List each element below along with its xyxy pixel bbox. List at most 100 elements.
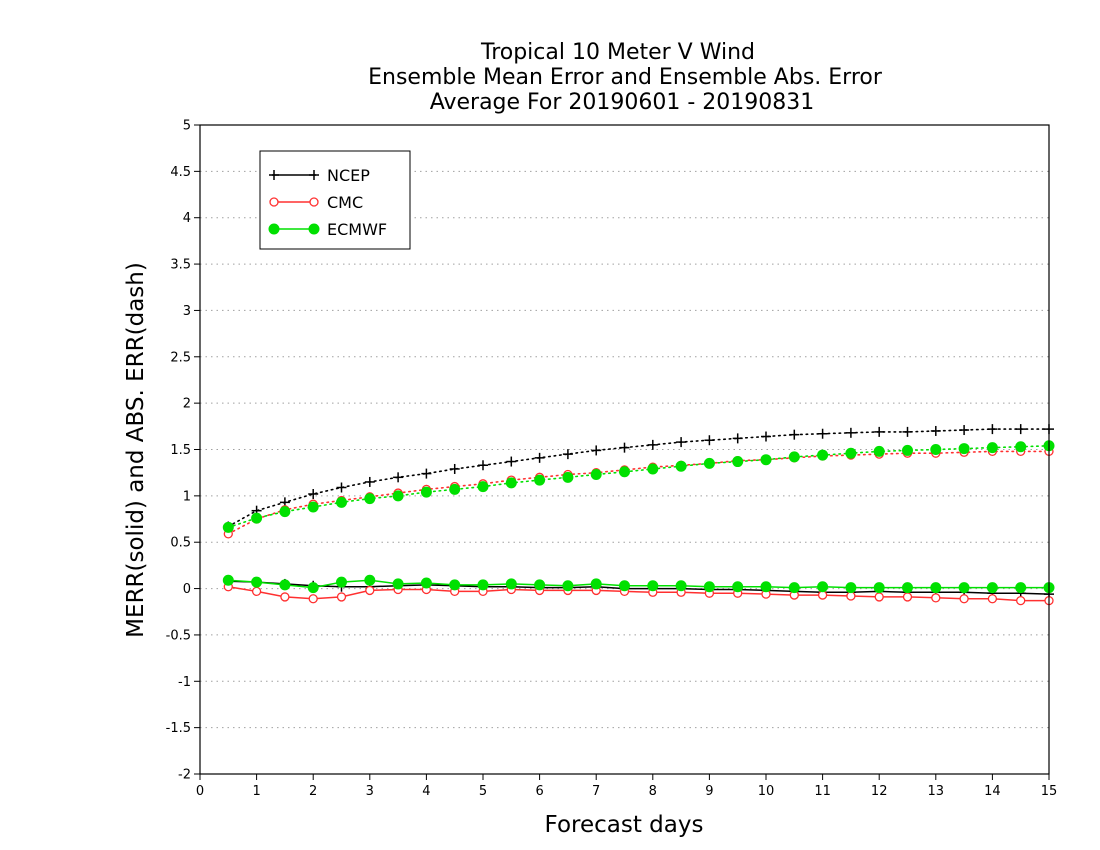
- legend-entry-ncep: NCEP: [269, 166, 370, 185]
- circle-marker: [365, 585, 375, 596]
- chart-title: Tropical 10 Meter V Wind Ensemble Mean E…: [368, 40, 883, 115]
- filled-circle-marker: [703, 457, 715, 469]
- series-ecmwf-abs-err-point: [788, 451, 800, 463]
- series-ecmwf-merr-point: [562, 580, 574, 592]
- y-tick-label: -1.5: [166, 721, 191, 736]
- series-ncep-abs-err-point: [421, 468, 432, 479]
- filled-circle-marker: [732, 581, 744, 593]
- series-cmc-merr-point: [336, 592, 347, 602]
- filled-circle-marker: [336, 576, 347, 588]
- series-ncep-abs-err-point: [449, 463, 460, 474]
- series-ncep-abs-err-point: [789, 429, 800, 440]
- filled-circle-marker: [675, 580, 687, 592]
- filled-circle-marker: [817, 581, 829, 593]
- series-ncep-abs-err-point: [959, 425, 970, 436]
- filled-circle-marker: [251, 512, 263, 524]
- series-ecmwf-merr-point: [307, 582, 319, 594]
- filled-circle-marker: [279, 506, 291, 518]
- series-cmc-merr-point: [251, 586, 262, 597]
- series-ecmwf-merr-point: [505, 578, 517, 590]
- legend-marker-cmc: [269, 197, 279, 207]
- series-ncep-abs-err-line: [227, 428, 1050, 528]
- legend-box: [259, 150, 411, 250]
- series-ecmwf-abs-err-point: [986, 442, 998, 454]
- series-ecmwf-merr-point: [647, 580, 659, 592]
- y-tick-label: -1: [178, 675, 191, 690]
- filled-circle-marker: [449, 483, 461, 495]
- series-ecmwf-merr-point: [279, 579, 291, 591]
- circle-marker: [874, 592, 884, 602]
- series-ecmwf-merr-point: [251, 576, 263, 588]
- title-line-1: Tropical 10 Meter V Wind: [480, 40, 755, 65]
- series-ecmwf-abs-err-point: [364, 493, 376, 505]
- filled-circle-marker: [308, 223, 320, 235]
- series-ncep-abs-err-point: [591, 445, 602, 456]
- series-ecmwf-merr-point: [336, 576, 347, 588]
- series-ncep-abs-err-point: [817, 428, 828, 439]
- filled-circle-marker: [307, 582, 319, 594]
- legend-label-cmc: CMC: [327, 193, 363, 212]
- series-ecmwf-abs-err-point: [336, 496, 347, 508]
- series-ecmwf-merr-point: [845, 582, 857, 594]
- filled-circle-marker: [420, 486, 432, 498]
- series-cmc-merr-point: [846, 591, 856, 601]
- legend-label-ecmwf: ECMWF: [327, 220, 387, 239]
- legend-label-ncep: NCEP: [327, 166, 370, 185]
- series-ncep-abs-err-point: [902, 426, 913, 437]
- series-ncep-abs-err-point: [534, 452, 545, 463]
- series-ecmwf-merr-point: [703, 581, 715, 593]
- filled-circle-marker: [647, 463, 659, 475]
- filled-circle-marker: [986, 582, 998, 594]
- filled-circle-marker: [732, 456, 744, 468]
- axis-ticks: 54.543.532.521.510.50-0.5-1-1.5-20 1 2 3 4 5 6…: [166, 119, 1058, 800]
- series-ecmwf-abs-err-point: [958, 443, 970, 455]
- filled-circle-marker: [222, 574, 234, 586]
- x-tick-label: 12: [871, 784, 888, 799]
- filled-circle-marker: [477, 579, 489, 591]
- series-cmc-abs-err-line: [227, 450, 1050, 535]
- circle-marker: [308, 594, 318, 604]
- filled-circle-marker: [760, 581, 772, 593]
- series-ecmwf-abs-err-point: [873, 445, 885, 457]
- series-ecmwf-merr-point: [420, 577, 432, 589]
- title-line-3: Average For 20190601 - 20190831: [430, 90, 815, 115]
- y-tick-label: 5: [183, 119, 191, 134]
- filled-circle-marker: [817, 449, 829, 461]
- series-ecmwf-abs-err-point: [590, 469, 602, 481]
- y-tick-label: 0.5: [170, 536, 191, 551]
- x-tick-label: 4: [422, 784, 430, 799]
- series-ecmwf-abs-err-point: [902, 444, 913, 456]
- x-tick-label: 11: [814, 784, 831, 799]
- filled-circle-marker: [392, 490, 404, 502]
- series-ecmwf-abs-err-point: [222, 521, 234, 533]
- series-ecmwf-merr-point: [1015, 582, 1027, 594]
- series-cmc-merr-point: [280, 592, 290, 602]
- series-ecmwf-abs-err-point: [703, 457, 715, 469]
- series-ecmwf-merr-point: [986, 582, 998, 594]
- series-ncep-abs-err-point: [506, 456, 517, 467]
- series-ecmwf-merr-point: [732, 581, 744, 593]
- series-ncep-abs-err-point: [336, 482, 347, 493]
- series-ecmwf-abs-err-point: [449, 483, 461, 495]
- x-tick-label: 7: [592, 784, 600, 799]
- filled-circle-marker: [562, 580, 574, 592]
- y-tick-label: -2: [178, 768, 191, 783]
- series-ecmwf-merr-point: [364, 574, 376, 586]
- circle-marker: [309, 197, 319, 207]
- filled-circle-marker: [873, 582, 885, 594]
- series-cmc-merr-point: [931, 593, 941, 603]
- legend: NCEP CMC ECMWF: [259, 150, 411, 250]
- filled-circle-marker: [930, 582, 942, 594]
- series-ncep-abs-err-point: [562, 449, 573, 460]
- series-ecmwf-merr-point: [930, 582, 942, 594]
- filled-circle-marker: [1015, 441, 1027, 453]
- series-ecmwf-abs-err-point: [619, 466, 630, 478]
- filled-circle-marker: [703, 581, 715, 593]
- series-ecmwf-merr-point: [788, 582, 800, 594]
- filled-circle-marker: [619, 580, 630, 592]
- series-cmc-merr-point: [987, 594, 998, 604]
- series-ecmwf-abs-err-point: [534, 474, 546, 486]
- series-ecmwf-merr-point: [477, 579, 489, 591]
- series-ecmwf-merr-point: [675, 580, 687, 592]
- series-ecmwf-abs-err-point: [760, 454, 772, 466]
